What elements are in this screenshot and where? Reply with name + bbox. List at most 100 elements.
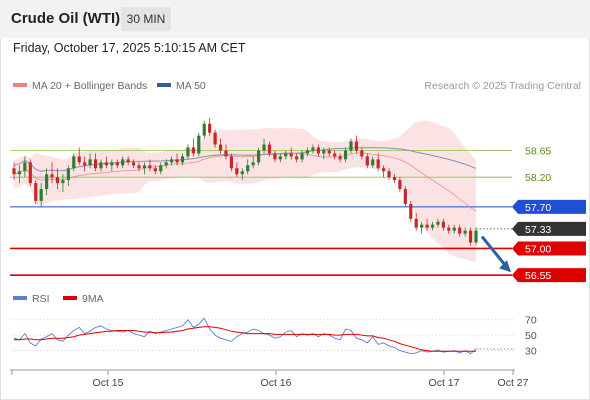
candle: [251, 156, 255, 169]
candle-body: [246, 165, 250, 172]
candle-body: [447, 227, 451, 231]
candle: [273, 150, 277, 163]
candle-body: [441, 221, 445, 228]
candle: [463, 227, 467, 237]
candle: [398, 177, 402, 193]
candle: [343, 147, 348, 163]
legend-label-ma20: MA 20 + Bollinger Bands: [32, 80, 148, 92]
candle-body: [256, 150, 261, 163]
candle-body: [311, 147, 315, 151]
level-label-58.65: 58.65: [525, 145, 551, 157]
legend-9ma: 9MA: [63, 293, 104, 305]
candle: [218, 138, 223, 154]
candle: [213, 129, 217, 148]
candle-body: [61, 180, 65, 184]
candle: [12, 162, 16, 181]
level-tag-57.70: [512, 199, 586, 214]
candle-body: [300, 153, 304, 160]
candle-body: [191, 147, 195, 154]
candle-body: [197, 135, 201, 154]
candle-body: [126, 159, 130, 163]
legend-label-9ma: 9MA: [82, 293, 104, 305]
candle: [387, 168, 391, 181]
price-labels: 58.65 58.20 57.70 57.33 57.00 56.55: [480, 145, 586, 283]
level-label-57.33: 57.33: [525, 224, 551, 236]
candle: [72, 153, 76, 172]
ma20-line: [13, 152, 477, 212]
candle-body: [229, 156, 234, 169]
time-axis: Oct 15 Oct 16 Oct 17 Oct 27: [10, 369, 529, 389]
candle-body: [12, 168, 16, 175]
candle: [17, 165, 22, 184]
candle-body: [186, 147, 190, 157]
rsi-panel: 70 50 30: [12, 315, 537, 358]
candle-body: [273, 153, 277, 160]
candle-body: [474, 230, 478, 243]
candle-body: [93, 159, 98, 169]
candle: [311, 144, 315, 154]
candle: [235, 162, 239, 178]
instrument-title: Crude Oil (WTI): [11, 10, 121, 27]
candle-body: [175, 159, 179, 163]
candle-body: [376, 159, 380, 169]
candle: [441, 218, 445, 231]
candle-body: [224, 150, 228, 157]
time-tick-label: Oct 15: [93, 377, 124, 389]
timeframe-button[interactable]: 30 MIN: [121, 7, 171, 31]
level-tag-57.33: [512, 221, 586, 236]
candle-body: [425, 224, 429, 228]
credit-text: Research © 2025 Trading Central: [424, 80, 581, 92]
candle-body: [365, 156, 369, 166]
candle-body: [360, 150, 364, 157]
candle: [256, 147, 261, 166]
candle: [224, 144, 228, 160]
candle-body: [34, 183, 38, 201]
candle: [28, 159, 32, 187]
candle-body: [213, 132, 217, 145]
candle: [468, 227, 473, 246]
candle: [104, 156, 108, 169]
candle: [414, 212, 418, 231]
candle: [420, 221, 424, 234]
legend-swatch-ma20: [13, 83, 27, 88]
candle: [327, 147, 331, 157]
title-bar: [0, 0, 590, 38]
candle: [452, 224, 456, 234]
candle-body: [115, 162, 119, 166]
candle: [262, 138, 266, 154]
candle-body: [153, 168, 157, 172]
candle-body: [17, 171, 22, 175]
rsi-9ma-line: [14, 326, 476, 352]
candle-body: [403, 189, 407, 204]
candle-body: [436, 221, 440, 225]
candle: [392, 174, 397, 184]
candle: [229, 153, 234, 172]
candle-body: [343, 150, 348, 160]
candle-body: [262, 144, 266, 151]
candles: [12, 117, 478, 246]
legend-label-rsi: RSI: [32, 293, 50, 305]
candle: [447, 224, 451, 234]
candle: [425, 218, 429, 231]
rsi-tick-70: 70: [525, 315, 537, 327]
candle-body: [88, 159, 92, 166]
candle-body: [327, 150, 331, 154]
candle: [295, 153, 299, 163]
candle-body: [55, 177, 60, 184]
candle-body: [121, 159, 125, 166]
candle: [142, 162, 147, 175]
candle: [474, 227, 478, 246]
candle-body: [202, 123, 206, 136]
candle-body: [338, 156, 342, 160]
candle-body: [164, 162, 168, 166]
candle-body: [398, 180, 402, 190]
legend-ma50: MA 50: [157, 80, 206, 92]
forecast-arrow-head: [499, 260, 511, 273]
candle: [93, 153, 98, 172]
candle: [121, 156, 125, 169]
candle: [371, 156, 375, 169]
candle-body: [137, 165, 141, 169]
candle-body: [305, 150, 310, 154]
level-tag-57.00: [512, 241, 586, 256]
candle-body: [28, 162, 32, 184]
